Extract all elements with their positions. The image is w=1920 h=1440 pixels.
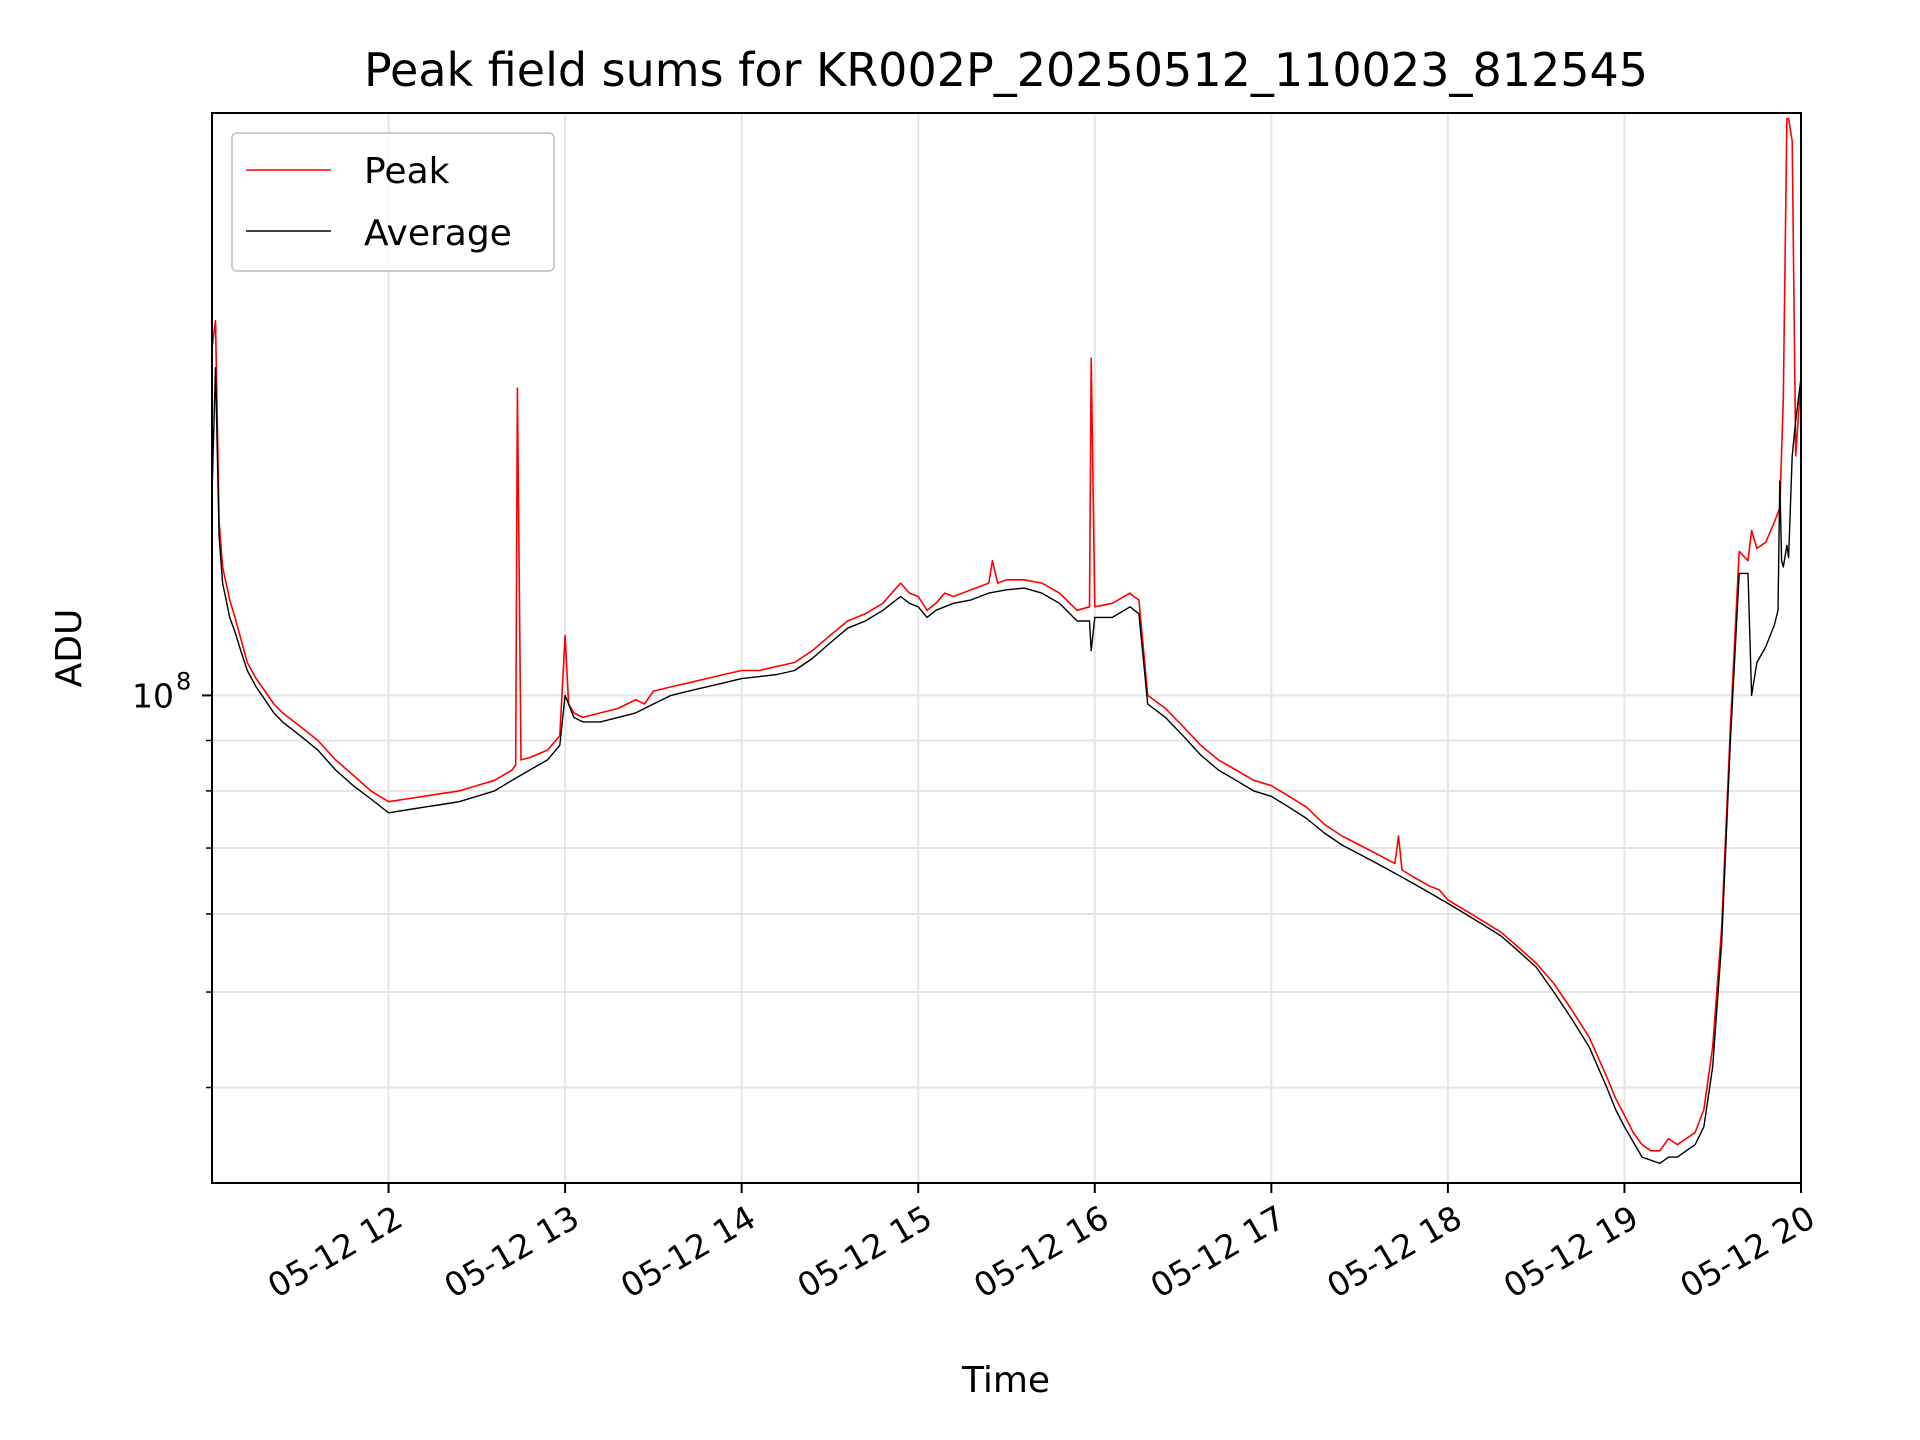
- x-axis-label: Time: [961, 1360, 1050, 1401]
- series-line-peak: [211, 117, 1802, 1152]
- legend: Peak Average: [231, 132, 555, 272]
- legend-label-average: Average: [364, 213, 512, 254]
- y-axis-label: ADU: [49, 609, 90, 688]
- y-axis: 10 8: [132, 667, 212, 1089]
- chart-title: Peak field sums for KR002P_20250512_1100…: [364, 43, 1648, 97]
- plot-series: [211, 117, 1802, 1165]
- legend-box: [231, 132, 555, 272]
- plot-frame: [211, 112, 1802, 1184]
- legend-label-peak: Peak: [364, 151, 450, 192]
- y-tick-label-exponent: 8: [176, 667, 191, 695]
- y-tick-label: 10: [132, 676, 174, 715]
- series-line-average: [211, 367, 1802, 1165]
